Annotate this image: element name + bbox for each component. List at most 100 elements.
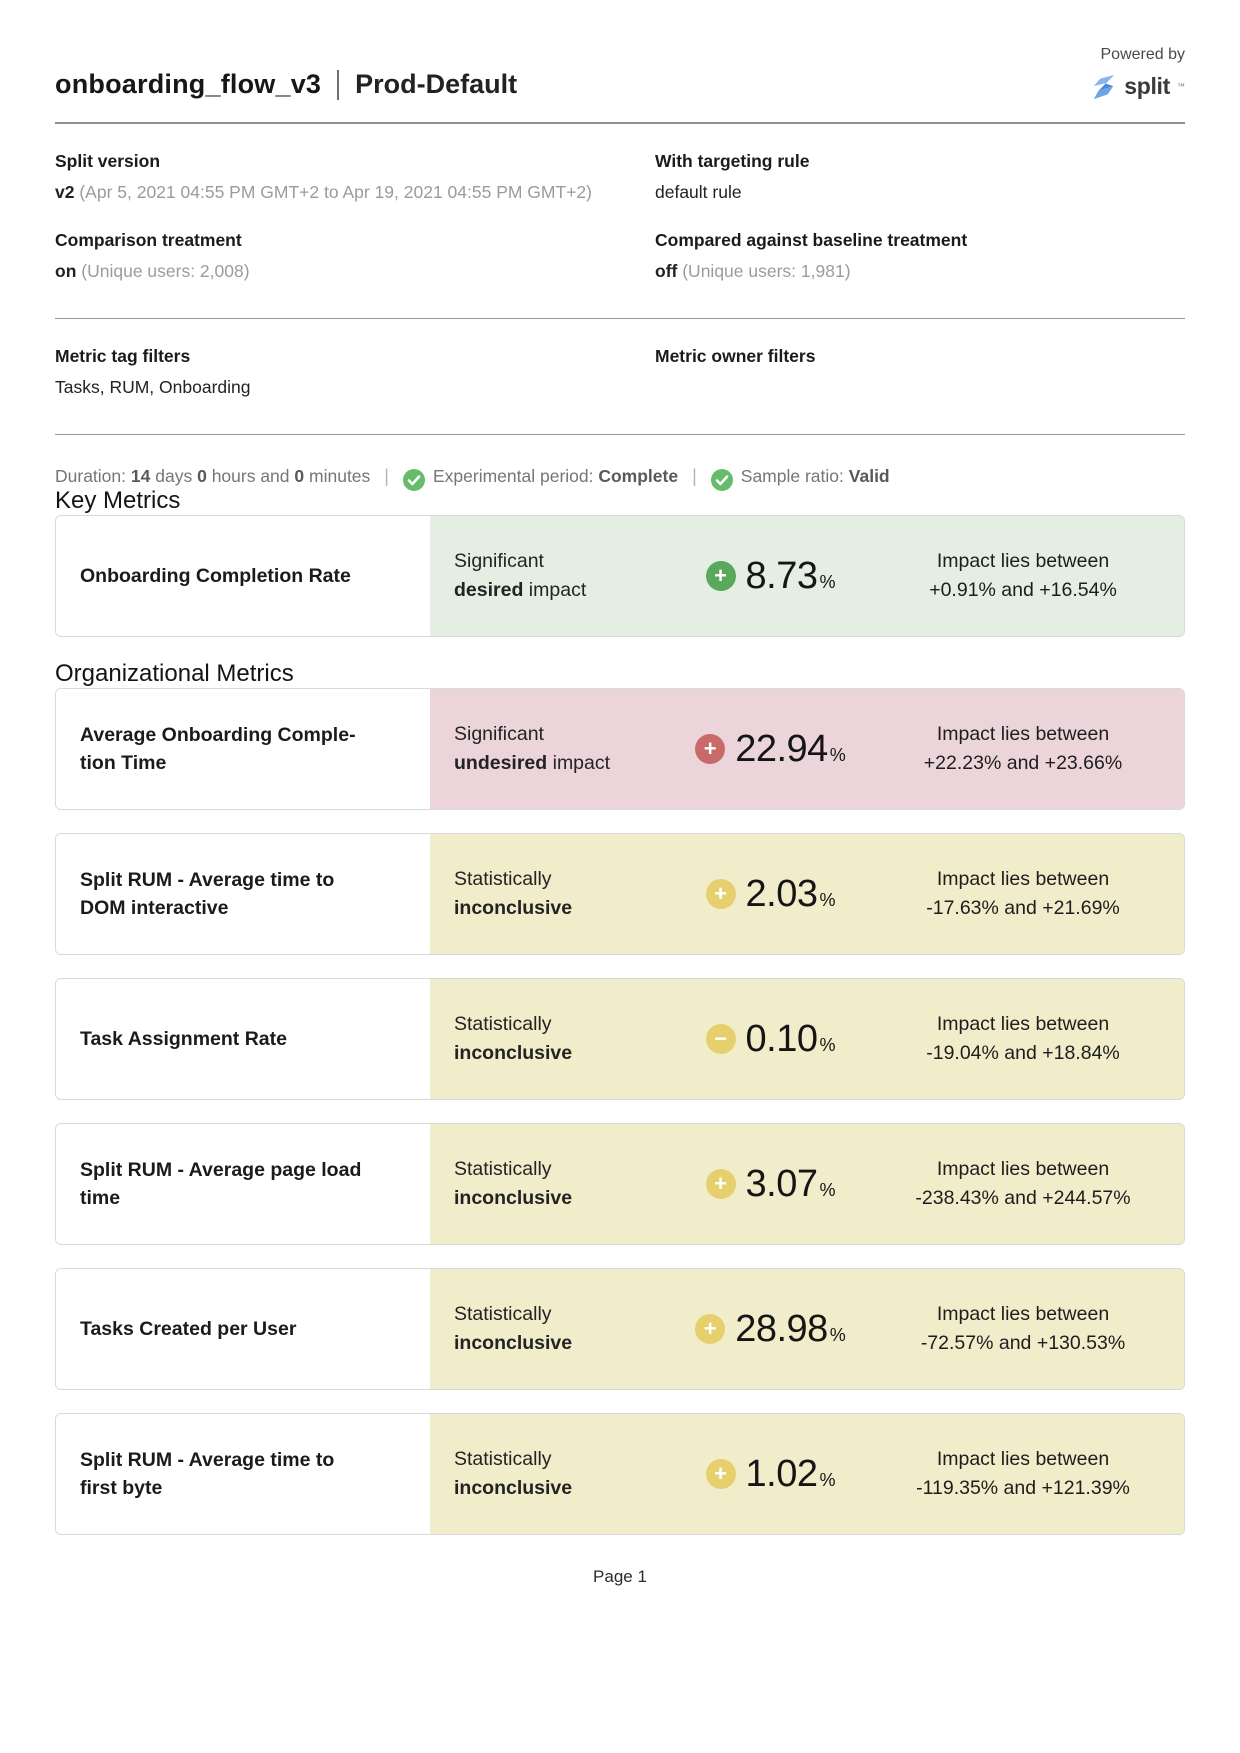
- field-label: Metric tag filters: [55, 346, 191, 366]
- metric-card: Split RUM - Average page load time Stati…: [55, 1123, 1185, 1245]
- metric-name: Average Onboarding Comple­tion Time: [56, 689, 430, 809]
- metric-name: Split RUM - Average time to first byte: [56, 1414, 430, 1534]
- confidence-interval: Impact lies between -119.35% and +121.39…: [916, 1448, 1130, 1499]
- metric-name: Split RUM - Average page load time: [56, 1124, 430, 1244]
- header: onboarding_flow_v3 Prod-Default Powered …: [55, 0, 1185, 100]
- metric-card: Split RUM - Average time to DOM interact…: [55, 833, 1185, 955]
- impact-unit: %: [819, 1179, 836, 1200]
- plus-icon: +: [705, 1459, 736, 1489]
- field-detail: (Unique users: 2,008): [81, 261, 250, 281]
- field-value: Tasks, RUM, Onboarding: [55, 377, 251, 397]
- plus-icon: +: [695, 734, 726, 764]
- plus-icon: +: [705, 879, 736, 909]
- impact-unit: %: [829, 1324, 846, 1345]
- metric-owner-filters-field: Metric owner filters: [655, 319, 1185, 398]
- impact-unit: %: [819, 1469, 836, 1490]
- field-label: Comparison treatment: [55, 230, 242, 250]
- significance-status: Statistically inconclusive: [454, 1158, 573, 1209]
- metric-tag-filters-field: Metric tag filters Tasks, RUM, Onboardin…: [55, 319, 655, 398]
- field-value: v2: [55, 182, 75, 202]
- confidence-interval: Impact lies between -17.63% and +21.69%: [926, 868, 1120, 919]
- key-metrics-heading: Key Metrics: [55, 487, 181, 514]
- filters-grid: Metric tag filters Tasks, RUM, Onboardin…: [55, 319, 1185, 398]
- impact-unit: %: [819, 889, 836, 910]
- impact-value: 0.10: [745, 1017, 818, 1060]
- field-label: Split version: [55, 151, 161, 171]
- plus-icon: +: [705, 1169, 736, 1199]
- brand-name: split: [1124, 73, 1170, 99]
- environment-name: Prod-Default: [355, 69, 518, 99]
- significance-status: Statistically inconclusive: [454, 1448, 573, 1499]
- metric-card: Tasks Created per User Statistically inc…: [55, 1268, 1185, 1390]
- field-value: default rule: [655, 182, 742, 202]
- metadata-grid: Split version v2 (Apr 5, 2021 04:55 PM G…: [55, 124, 1185, 282]
- experiment-status-bar: Duration: 14 days 0 hours and 0 minutes …: [55, 465, 1185, 491]
- title-row: onboarding_flow_v3 Prod-Default: [55, 69, 517, 100]
- field-detail: (Apr 5, 2021 04:55 PM GMT+2 to Apr 19, 2…: [79, 182, 592, 202]
- pipe-separator: |: [384, 465, 389, 486]
- check-circle-icon: [710, 469, 733, 491]
- confidence-interval: Impact lies between -72.57% and +130.53%: [920, 1303, 1126, 1354]
- impact-value: 8.73: [745, 554, 818, 597]
- baseline-treatment-field: Compared against baseline treatment off …: [655, 203, 1185, 282]
- significance-status: Statistically inconclusive: [454, 1013, 573, 1064]
- split-logo-icon: [1091, 74, 1117, 100]
- check-circle-icon: [402, 469, 425, 491]
- significance-status: Significant desired impact: [454, 550, 587, 601]
- plus-icon: +: [695, 1314, 726, 1344]
- duration-text: Duration: 14 days 0 hours and 0 minutes: [55, 465, 371, 486]
- confidence-interval: Impact lies between -238.43% and +244.57…: [915, 1158, 1131, 1209]
- plus-icon: +: [705, 561, 736, 591]
- page-title: onboarding_flow_v3: [55, 69, 322, 99]
- field-detail: (Unique users: 1,981): [682, 261, 851, 281]
- impact-value-zone: + 8.73%: [665, 555, 884, 598]
- impact-value: 2.03: [745, 872, 818, 915]
- field-label: Compared against baseline treatment: [655, 230, 968, 250]
- metric-card: Onboarding Completion Rate Significant d…: [55, 515, 1185, 637]
- experimental-period-text: Experimental period: Complete: [432, 465, 679, 486]
- metric-name: Split RUM - Average time to DOM interact…: [56, 834, 430, 954]
- impact-unit: %: [819, 1034, 836, 1055]
- field-value: off: [655, 261, 678, 281]
- report-page: onboarding_flow_v3 Prod-Default Powered …: [55, 0, 1185, 1586]
- split-version-field: Split version v2 (Apr 5, 2021 04:55 PM G…: [55, 124, 655, 203]
- impact-value: 1.02: [745, 1452, 818, 1495]
- sample-ratio-text: Sample ratio: Valid: [740, 465, 890, 486]
- powered-by-label: Powered by: [1100, 46, 1186, 63]
- impact-value-zone: + 1.02%: [665, 1453, 884, 1496]
- field-label: Metric owner filters: [655, 346, 816, 366]
- impact-unit: %: [819, 571, 836, 592]
- field-label: With targeting rule: [655, 151, 810, 171]
- brand-block: Powered by split ™: [1091, 46, 1185, 100]
- metric-name: Task Assignment Rate: [56, 979, 430, 1099]
- significance-status: Statistically inconclusive: [454, 868, 573, 919]
- pipe-separator: |: [692, 465, 697, 486]
- section-divider: [55, 434, 1185, 435]
- field-value: on: [55, 261, 77, 281]
- impact-value-zone: − 0.10%: [665, 1018, 884, 1061]
- significance-status: Significant undesired impact: [454, 723, 611, 774]
- impact-value: 28.98: [735, 1307, 828, 1350]
- impact-value-zone: + 2.03%: [665, 873, 884, 916]
- targeting-rule-field: With targeting rule default rule: [655, 124, 1185, 203]
- organizational-metrics-heading: Organizational Metrics: [55, 660, 294, 687]
- impact-value-zone: + 3.07%: [665, 1163, 884, 1206]
- metric-name: Tasks Created per User: [56, 1269, 430, 1389]
- minus-icon: −: [705, 1024, 736, 1054]
- title-divider: [337, 69, 340, 100]
- impact-value-zone: + 22.94%: [665, 728, 884, 771]
- comparison-treatment-field: Comparison treatment on (Unique users: 2…: [55, 203, 655, 282]
- confidence-interval: Impact lies between +22.23% and +23.66%: [923, 723, 1123, 774]
- impact-value-zone: + 28.98%: [665, 1308, 884, 1351]
- header-divider: [55, 122, 1185, 124]
- impact-unit: %: [829, 744, 846, 765]
- metric-card: Average Onboarding Comple­tion Time Sign…: [55, 688, 1185, 810]
- impact-value: 22.94: [735, 727, 828, 770]
- trademark-mark: ™: [1177, 82, 1185, 91]
- section-divider: [55, 318, 1185, 319]
- page-number: Page 1: [593, 1567, 647, 1586]
- brand-row: split ™: [1091, 73, 1185, 100]
- impact-value: 3.07: [745, 1162, 818, 1205]
- metric-card: Split RUM - Average time to first byte S…: [55, 1413, 1185, 1535]
- metric-name: Onboarding Completion Rate: [56, 516, 430, 636]
